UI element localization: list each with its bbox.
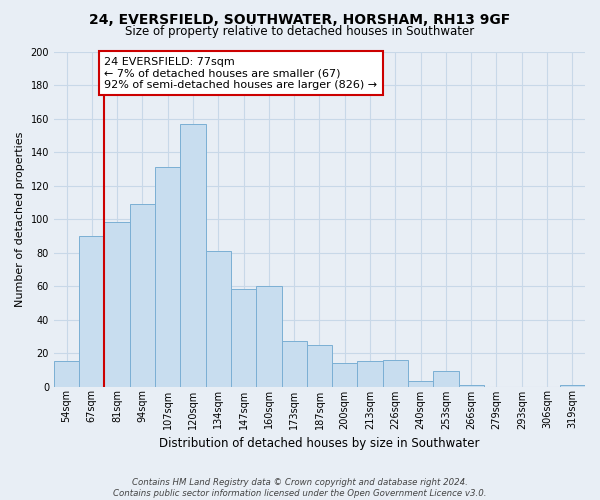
Bar (383, 360, 408, 386)
Bar (130, 204, 155, 386)
Bar (79, 236, 104, 386)
Bar (458, 385, 484, 386)
Bar (433, 372, 458, 386)
Bar (206, 251, 231, 386)
Text: 24 EVERSFIELD: 77sqm
← 7% of detached houses are smaller (67)
92% of semi-detach: 24 EVERSFIELD: 77sqm ← 7% of detached ho… (104, 56, 377, 90)
Bar (560, 385, 585, 386)
Bar (408, 382, 433, 386)
Bar (281, 342, 307, 386)
X-axis label: Distribution of detached houses by size in Southwater: Distribution of detached houses by size … (159, 437, 480, 450)
Bar (54, 362, 79, 386)
Y-axis label: Number of detached properties: Number of detached properties (15, 132, 25, 306)
Bar (307, 344, 332, 387)
Bar (332, 363, 358, 386)
Bar (155, 167, 181, 386)
Bar (231, 290, 256, 386)
Bar (104, 222, 130, 386)
Text: 24, EVERSFIELD, SOUTHWATER, HORSHAM, RH13 9GF: 24, EVERSFIELD, SOUTHWATER, HORSHAM, RH1… (89, 12, 511, 26)
Text: Size of property relative to detached houses in Southwater: Size of property relative to detached ho… (125, 25, 475, 38)
Bar (181, 124, 206, 386)
Bar (358, 362, 383, 386)
Bar (256, 286, 281, 386)
Text: Contains HM Land Registry data © Crown copyright and database right 2024.
Contai: Contains HM Land Registry data © Crown c… (113, 478, 487, 498)
